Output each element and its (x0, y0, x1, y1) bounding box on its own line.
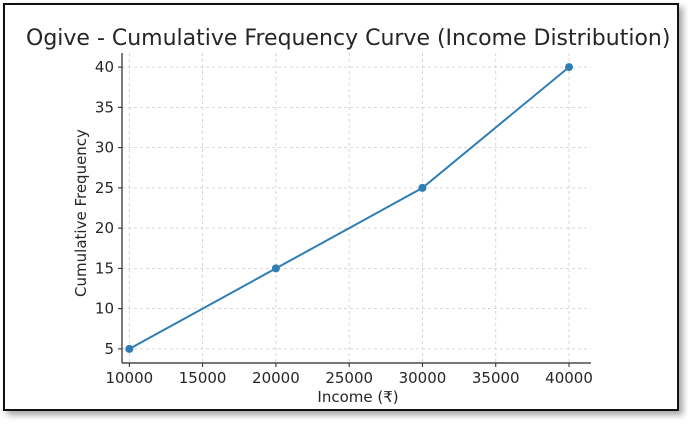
chart-title: Ogive - Cumulative Frequency Curve (Inco… (26, 26, 670, 51)
x-tick-label: 10000 (105, 369, 153, 387)
x-tick-label: 20000 (252, 369, 300, 387)
data-point (565, 63, 574, 72)
y-tick-label: 40 (95, 58, 114, 76)
y-tick-label: 35 (95, 98, 114, 116)
axes (121, 53, 591, 364)
y-tick-label: 20 (95, 219, 114, 237)
y-axis-label: Cumulative Frequency (72, 129, 90, 297)
x-tick-label: 35000 (472, 369, 520, 387)
data-point (125, 344, 134, 353)
data-point (271, 264, 280, 273)
y-tick-label: 25 (95, 179, 114, 197)
grid (122, 53, 591, 363)
series (125, 63, 574, 353)
y-tick-label: 5 (104, 340, 114, 358)
y-tick-label: 30 (95, 139, 114, 157)
x-tick-label: 15000 (179, 369, 227, 387)
y-tick-label: 15 (95, 259, 114, 277)
x-tick-label: 30000 (399, 369, 447, 387)
series-line (128, 66, 570, 350)
ogive-chart: Ogive - Cumulative Frequency Curve (Inco… (26, 26, 670, 406)
y-tick-label: 10 (95, 300, 114, 318)
x-tick-label: 40000 (545, 369, 593, 387)
ticks: 10000 15000 20000 25000 30000 35000 40000 5 10 15… (95, 58, 593, 387)
chart-frame: Ogive - Cumulative Frequency Curve (Inco… (3, 3, 679, 411)
x-axis-label: Income (₹) (317, 388, 398, 406)
x-tick-label: 25000 (325, 369, 373, 387)
data-point (418, 183, 427, 192)
